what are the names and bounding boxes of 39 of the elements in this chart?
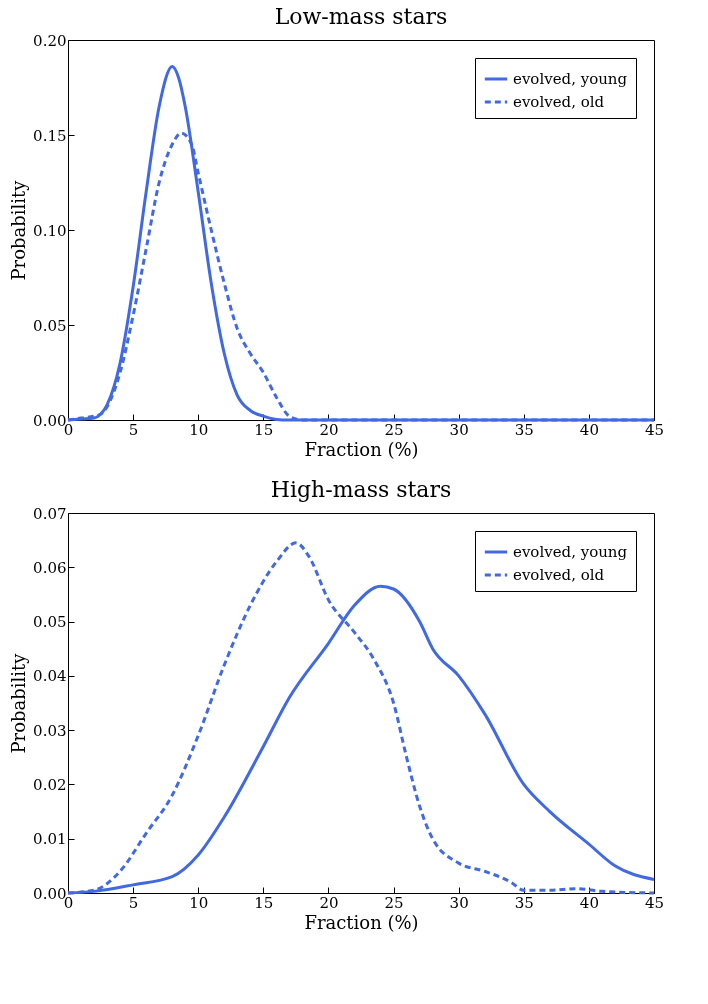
- x-tick-label: 45: [644, 893, 665, 912]
- x-tick-label: 35: [514, 420, 534, 439]
- x-tick-label: 15: [254, 420, 274, 439]
- x-tick-label: 30: [449, 893, 469, 912]
- x-tick-label: 10: [189, 893, 209, 912]
- y-tick-label: 0.15: [33, 126, 67, 145]
- chart-title: Low-mass stars: [274, 4, 448, 29]
- x-axis-title: Fraction (%): [304, 911, 419, 933]
- x-tick-label: 10: [189, 420, 209, 439]
- legend-label: evolved, young: [513, 543, 628, 561]
- x-tick-label: 25: [384, 893, 404, 912]
- y-tick-label: 0.07: [33, 504, 67, 523]
- x-tick-label: 40: [579, 420, 599, 439]
- y-tick-label: 0.01: [33, 830, 67, 849]
- y-axis-title: Probability: [8, 179, 30, 281]
- chart-title: High-mass stars: [270, 477, 452, 502]
- y-tick-label: 0.10: [33, 221, 67, 240]
- y-tick-label: 0.03: [33, 721, 67, 740]
- x-axis-title: Fraction (%): [304, 438, 419, 460]
- y-tick-label: 0.20: [33, 31, 67, 50]
- x-tick-label: 20: [319, 420, 339, 439]
- x-tick-label: 30: [449, 420, 469, 439]
- y-axis-title: Probability: [8, 652, 30, 754]
- x-tick-label: 20: [319, 893, 339, 912]
- y-tick-label: 0.04: [33, 667, 67, 686]
- y-tick-label: 0.05: [33, 316, 67, 335]
- x-tick-label: 45: [644, 420, 665, 439]
- x-tick-label: 5: [128, 420, 139, 439]
- y-tick-label: 0.02: [33, 775, 67, 794]
- x-tick-label: 40: [579, 893, 599, 912]
- x-tick-label: 5: [128, 893, 139, 912]
- legend-label: evolved, old: [513, 566, 605, 584]
- y-tick-label: 0.05: [33, 613, 67, 632]
- x-tick-label: 35: [514, 893, 534, 912]
- legend-label: evolved, old: [513, 93, 605, 111]
- legend-label: evolved, young: [513, 70, 628, 88]
- y-tick-label: 0.06: [33, 558, 67, 577]
- x-tick-label: 25: [384, 420, 404, 439]
- x-tick-label: 15: [254, 893, 274, 912]
